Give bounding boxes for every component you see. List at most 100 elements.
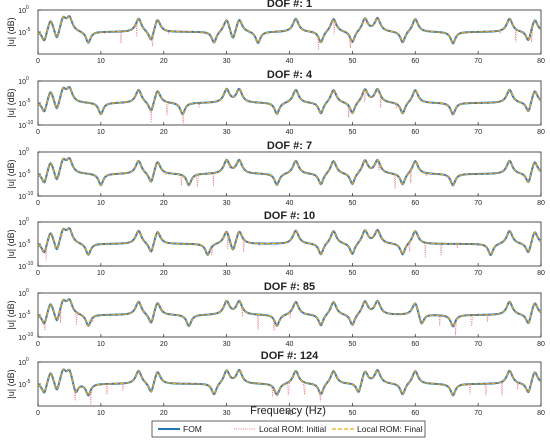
series-line-local-rom-final (37, 15, 542, 44)
x-tick-label: 20 (160, 341, 168, 348)
y-tick-label: 10 (18, 79, 26, 86)
y-tick-exponent: 0 (26, 147, 29, 153)
x-tick-label: 70 (474, 129, 482, 136)
y-tick-label: 10 (18, 264, 26, 271)
x-tick-label: 80 (537, 270, 545, 277)
x-tick-label: 50 (348, 341, 356, 348)
series-line-local-rom-final (37, 86, 542, 115)
x-tick-label: 60 (411, 200, 419, 207)
legend-entry: Local ROM: Final (357, 424, 423, 434)
x-tick-label: 0 (36, 341, 40, 348)
y-axis-label: |u| (dB) (6, 300, 16, 329)
x-tick-label: 10 (97, 341, 105, 348)
x-tick-label: 40 (286, 410, 294, 417)
x-tick-label: 10 (97, 410, 105, 417)
x-tick-label: 40 (286, 200, 294, 207)
y-tick-label: 10 (18, 291, 26, 298)
panel-title: DOF #: 10 (264, 210, 315, 222)
y-tick-exponent: 0 (26, 5, 29, 11)
x-tick-label: 30 (223, 410, 231, 417)
y-tick-exponent: 0 (26, 217, 29, 223)
x-tick-label: 80 (537, 200, 545, 207)
y-tick-label: 10 (18, 242, 26, 249)
x-tick-label: 20 (160, 129, 168, 136)
x-tick-label: 80 (537, 341, 545, 348)
series-line-local-rom-final (37, 368, 542, 396)
x-tick-label: 80 (537, 129, 545, 136)
x-tick-label: 0 (36, 410, 40, 417)
y-axis-label: |u| (dB) (6, 229, 16, 258)
x-tick-label: 0 (36, 58, 40, 65)
y-axis-label: |u| (dB) (6, 88, 16, 117)
x-tick-label: 70 (474, 341, 482, 348)
x-tick-label: 50 (348, 129, 356, 136)
x-tick-label: 60 (411, 341, 419, 348)
x-tick-label: 60 (411, 410, 419, 417)
panel-title: DOF #: 7 (267, 140, 312, 152)
legend-box (151, 420, 426, 438)
y-axis-label: |u| (dB) (6, 17, 16, 46)
x-tick-label: 30 (223, 270, 231, 277)
y-tick-exponent: -5 (26, 310, 31, 316)
panel-title: DOF #: 1 (267, 0, 312, 10)
y-tick-exponent: -10 (26, 332, 33, 338)
y-tick-label: 10 (18, 150, 26, 157)
x-tick-label: 70 (474, 58, 482, 65)
y-axis-label: |u| (dB) (6, 369, 16, 398)
x-tick-label: 60 (411, 129, 419, 136)
series-line-local-rom-final (37, 298, 542, 328)
legend: FOM Local ROM: Initial Local ROM: Final (151, 420, 426, 438)
x-tick-label: 10 (97, 200, 105, 207)
x-tick-label: 30 (223, 58, 231, 65)
x-tick-label: 80 (537, 58, 545, 65)
x-tick-label: 60 (411, 270, 419, 277)
series-line-local-rom-final (37, 227, 542, 256)
y-tick-exponent: -5 (26, 169, 31, 175)
y-axis-label: |u| (dB) (6, 159, 16, 188)
x-tick-label: 0 (36, 270, 40, 277)
x-tick-label: 10 (97, 270, 105, 277)
x-tick-label: 40 (286, 341, 294, 348)
y-tick-label: 10 (18, 30, 26, 37)
x-tick-label: 10 (97, 129, 105, 136)
x-tick-label: 70 (474, 410, 482, 417)
y-tick-label: 10 (18, 382, 26, 389)
y-tick-exponent: -10 (26, 261, 33, 267)
x-axis-label: Frequency (Hz) (250, 405, 326, 417)
x-tick-label: 10 (97, 58, 105, 65)
y-tick-label: 10 (18, 172, 26, 179)
x-tick-label: 50 (348, 270, 356, 277)
x-tick-label: 80 (537, 410, 545, 417)
y-tick-label: 10 (18, 101, 26, 108)
y-tick-exponent: 0 (26, 357, 29, 363)
y-tick-exponent: 0 (26, 76, 29, 82)
x-tick-label: 20 (160, 200, 168, 207)
y-tick-label: 10 (18, 313, 26, 320)
panel-title: DOF #: 4 (267, 69, 313, 81)
x-tick-label: 20 (160, 58, 168, 65)
x-tick-label: 30 (223, 200, 231, 207)
y-tick-label: 10 (18, 194, 26, 201)
y-tick-label: 10 (18, 8, 26, 15)
x-tick-label: 40 (286, 58, 294, 65)
y-tick-label: 10 (18, 123, 26, 130)
y-tick-exponent: -10 (26, 191, 33, 197)
series-line-local-rom-final (37, 157, 542, 186)
x-tick-label: 30 (223, 341, 231, 348)
panel-title: DOF #: 85 (264, 281, 315, 293)
x-tick-label: 40 (286, 270, 294, 277)
x-tick-label: 50 (348, 200, 356, 207)
x-tick-label: 20 (160, 270, 168, 277)
x-tick-label: 40 (286, 129, 294, 136)
y-tick-exponent: -5 (26, 98, 31, 104)
y-tick-label: 10 (18, 335, 26, 342)
y-tick-exponent: 0 (26, 288, 29, 294)
x-tick-label: 30 (223, 129, 231, 136)
